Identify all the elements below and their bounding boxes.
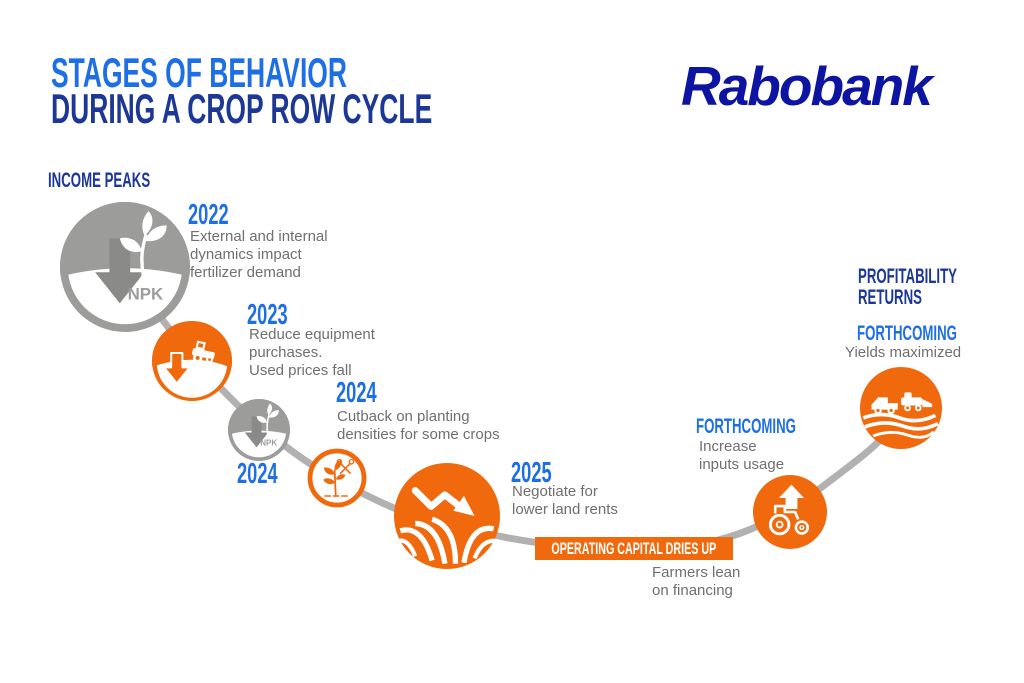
down-arrow-glyph: [163, 352, 191, 385]
harvest-icon: [860, 367, 942, 449]
income-peaks-label: INCOME PEAKS: [48, 169, 151, 192]
operating-capital-label: OPERATING CAPITAL DRIES UP: [551, 538, 717, 558]
banner-note: Farmers lean on financing: [652, 564, 741, 599]
stage-2022-year: 2022: [188, 199, 229, 231]
forthcoming-inputs-desc: Increase inputs usage: [699, 438, 785, 473]
rabobank-logo: Rabobank: [681, 55, 933, 117]
forthcoming-inputs-label: FORTHCOMING: [696, 415, 796, 438]
up-arrow-glyph: [778, 484, 805, 510]
tractor-up-icon: [753, 475, 827, 549]
profitability-returns-label: PROFITABILITY RETURNS: [858, 265, 957, 309]
stage-2025-desc: Negotiate for lower land rents: [512, 483, 618, 518]
stage-2022-desc: External and internal dynamics impact fe…: [190, 228, 328, 281]
stage-2024-circle-year: 2024: [237, 458, 278, 490]
page-title-line2: DURING A CROP ROW CYCLE: [51, 85, 433, 132]
stage-2023-year: 2023: [247, 299, 288, 331]
stage-2024-desc: Cutback on planting densities for some c…: [337, 408, 500, 443]
land-rent-decline-icon: [394, 463, 500, 569]
operating-capital-banner: OPERATING CAPITAL DRIES UP: [535, 537, 733, 560]
npk-decline-small-icon: [228, 399, 290, 461]
stage-2024-year: 2024: [336, 377, 377, 409]
stage-2025-year: 2025: [511, 457, 552, 489]
tractor-outline-glyph: [768, 504, 810, 536]
field-waves-glyph: [862, 412, 939, 439]
field-rows-glyph: [396, 516, 500, 565]
pruning-icon: [307, 448, 367, 508]
tractor-glyph: [192, 340, 215, 364]
forthcoming-yields-label: FORTHCOMING: [857, 322, 957, 345]
forthcoming-yields-desc: Yields maximized: [845, 344, 962, 361]
stage-2023-desc: Reduce equipment purchases. Used prices …: [249, 326, 375, 379]
page-title-line1: STAGES OF BEHAVIOR: [51, 49, 347, 96]
truck-and-combine-glyph: [871, 392, 933, 415]
equipment-decline-icon: [152, 321, 232, 401]
npk-decline-icon: [60, 202, 190, 332]
declining-zigzag-arrow-glyph: [411, 487, 464, 510]
